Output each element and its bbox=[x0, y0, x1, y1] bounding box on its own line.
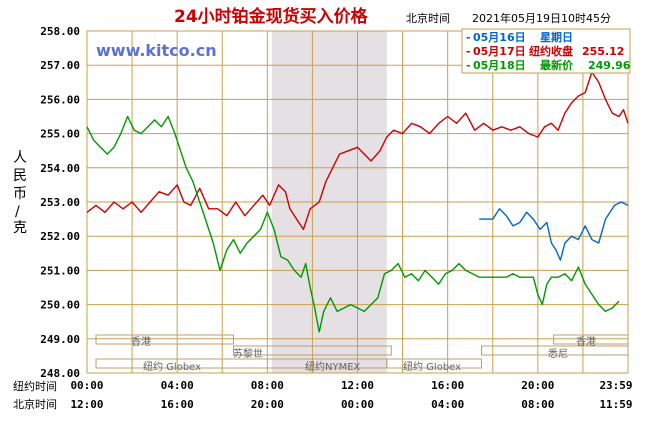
y-tick-label: 256.00 bbox=[40, 93, 80, 106]
x-tick-label-ny: 08:00 bbox=[251, 379, 284, 392]
y-axis-label: 人 民 币 / 克 bbox=[13, 150, 27, 236]
series-line-2 bbox=[86, 115, 620, 333]
timestamp: 2021年05月19日10时45分 bbox=[472, 11, 611, 25]
series-line-3 bbox=[479, 201, 629, 261]
chart-title: 24小时铂金现货买入价格 bbox=[174, 6, 369, 27]
session-bar bbox=[553, 334, 629, 345]
x-tick-label-ny: 20:00 bbox=[521, 379, 554, 392]
ylabel-char-2: 民 bbox=[13, 168, 27, 184]
x-tick-label-ny: 04:00 bbox=[161, 379, 194, 392]
legend-red-marker: - bbox=[466, 45, 471, 58]
x-tick-labels: 00:00 04:00 08:00 12:00 16:00 20:00 23:59 12:00… bbox=[70, 379, 632, 411]
legend-blue-text: 星期日 bbox=[540, 30, 573, 44]
legend-green-value: 249.96 bbox=[588, 59, 631, 72]
y-tick-label: 255.00 bbox=[40, 128, 80, 141]
series-lines bbox=[86, 71, 629, 333]
y-tick-label: 248.00 bbox=[40, 367, 80, 380]
grid bbox=[86, 30, 629, 374]
x-tick-label-ny: 23:59 bbox=[599, 379, 632, 392]
session-zurich: 苏黎世 bbox=[233, 347, 263, 360]
plot-frame bbox=[86, 30, 629, 374]
ylabel-char-4: / bbox=[15, 204, 20, 220]
y-tick-label: 253.00 bbox=[40, 196, 80, 209]
session-bar bbox=[480, 345, 629, 356]
watermark: www.kitco.cn bbox=[96, 41, 217, 60]
ylabel-char-3: 币 bbox=[13, 186, 27, 202]
y-tick-label: 254.00 bbox=[40, 162, 80, 175]
legend-red-value: 255.12 bbox=[582, 45, 624, 58]
y-tick-label: 258.00 bbox=[40, 25, 80, 38]
legend: - 05月16日 星期日 - 05月17日 纽约收盘 255.12 - 05月1… bbox=[461, 28, 631, 74]
ylabel-char-5: 克 bbox=[13, 220, 27, 236]
session-sydney: 悉尼 bbox=[548, 348, 568, 360]
x-tick-label-bj: 12:00 bbox=[70, 398, 103, 411]
session-bar bbox=[233, 345, 392, 356]
x-tick-label-ny: 16:00 bbox=[431, 379, 464, 392]
x-tick-label-bj: 11:59 bbox=[599, 398, 632, 411]
y-tick-label: 250.00 bbox=[40, 299, 80, 312]
legend-box bbox=[461, 28, 631, 74]
session-hongkong-2: 香港 bbox=[576, 336, 596, 348]
session-ny-globex: 纽约 Globex bbox=[143, 360, 201, 373]
x-row-label-bj: 北京时间 bbox=[13, 397, 57, 411]
session-bar bbox=[95, 334, 235, 345]
session-bar bbox=[386, 358, 482, 369]
session-ny-nymex: 纽约NYMEX bbox=[305, 360, 361, 373]
session-bars bbox=[95, 334, 629, 369]
y-tick-labels: 258.00 257.00 256.00 255.00 254.00 253.00 252.… bbox=[40, 25, 80, 380]
y-tick-label: 251.00 bbox=[40, 264, 80, 277]
session-labels: 香港 苏黎世 纽约 Globex 纽约NYMEX 纽约 Globex 香港 悉尼 bbox=[131, 336, 596, 373]
legend-green-date: 05月18日 bbox=[473, 59, 526, 72]
x-tick-label-bj: 16:00 bbox=[161, 398, 194, 411]
y-tick-label: 252.00 bbox=[40, 230, 80, 243]
x-tick-label-ny: 12:00 bbox=[341, 379, 374, 392]
x-tick-label-bj: 00:00 bbox=[341, 398, 374, 411]
y-tick-label: 257.00 bbox=[40, 59, 80, 72]
y-tick-label: 249.00 bbox=[40, 333, 80, 346]
legend-red-text: 纽约收盘 bbox=[529, 44, 573, 58]
session-hongkong: 香港 bbox=[131, 336, 151, 348]
legend-blue-marker: - bbox=[466, 31, 471, 44]
beijing-time-label: 北京时间 bbox=[406, 11, 450, 25]
x-tick-label-bj: 08:00 bbox=[521, 398, 554, 411]
x-tick-label-ny: 00:00 bbox=[70, 379, 103, 392]
legend-green-marker: - bbox=[466, 59, 471, 72]
session-ny-globex-2: 纽约 Globex bbox=[403, 360, 461, 373]
legend-red-date: 05月17日 bbox=[473, 45, 526, 58]
ylabel-char-1: 人 bbox=[13, 150, 27, 166]
legend-green-text: 最新价 bbox=[540, 58, 574, 72]
x-row-label-ny: 纽约时间 bbox=[13, 379, 57, 393]
legend-blue-date: 05月16日 bbox=[473, 31, 526, 44]
series-line-1 bbox=[86, 71, 629, 231]
x-tick-label-bj: 20:00 bbox=[251, 398, 284, 411]
x-tick-label-bj: 04:00 bbox=[431, 398, 464, 411]
